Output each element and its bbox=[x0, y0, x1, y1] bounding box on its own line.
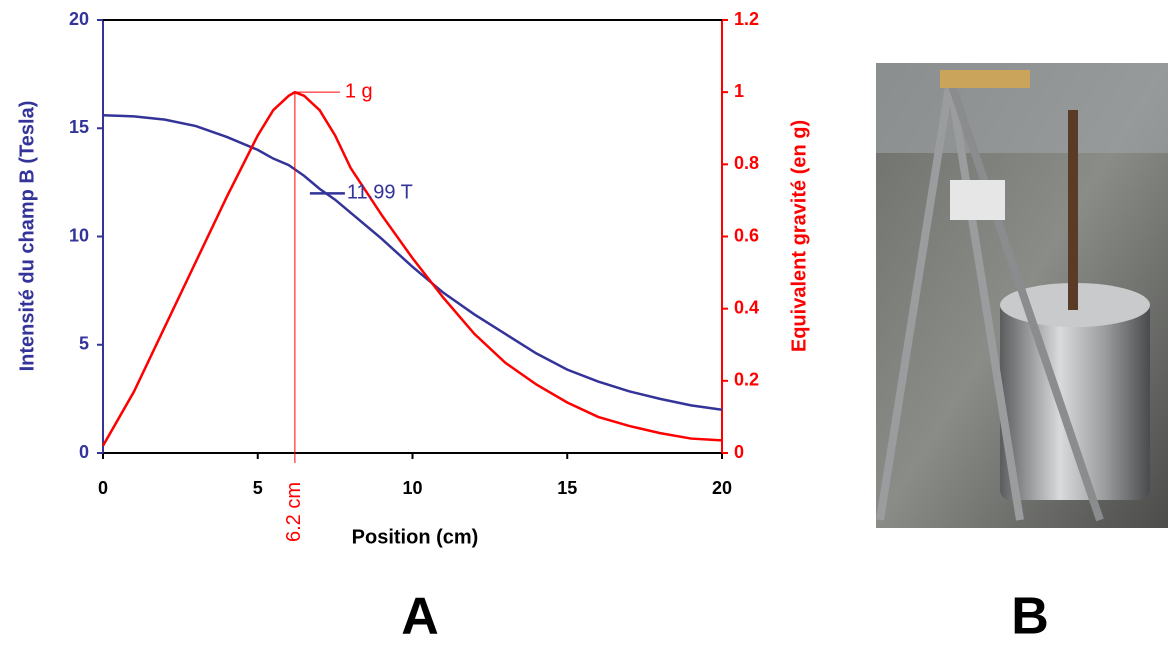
y2-tick-label: 1 bbox=[734, 81, 744, 101]
y2-tick-label: 0.8 bbox=[734, 153, 759, 173]
y-tick-label: 0 bbox=[79, 442, 89, 462]
y-tick-label: 15 bbox=[69, 117, 89, 137]
y2-tick-label: 0.4 bbox=[734, 297, 759, 317]
x-tick-label: 20 bbox=[712, 478, 732, 498]
y2-tick-label: 0 bbox=[734, 442, 744, 462]
panel-label: B bbox=[1011, 588, 1049, 646]
annotation: 1 g bbox=[345, 80, 373, 102]
y2-tick-label: 0.6 bbox=[734, 225, 759, 245]
photo bbox=[876, 63, 1168, 528]
y2-tick-label: 1.2 bbox=[734, 9, 759, 29]
annotation: 11.99 T bbox=[347, 182, 413, 204]
panel-label: A bbox=[401, 588, 439, 646]
x-tick-label: 0 bbox=[98, 478, 108, 498]
y2-tick-label: 0.2 bbox=[734, 370, 759, 390]
y-tick-label: 20 bbox=[69, 9, 89, 29]
y-tick-label: 10 bbox=[69, 225, 89, 245]
series-line bbox=[102, 114, 723, 411]
x-tick-label: 5 bbox=[253, 478, 263, 498]
x-tick-label: 10 bbox=[402, 478, 422, 498]
y2-axis-label: Equivalent gravité (en g) bbox=[788, 120, 810, 352]
x-axis-label: Position (cm) bbox=[352, 526, 479, 548]
y-axis-label: Intensité du champ B (Tesla) bbox=[16, 101, 38, 372]
annotation: 6.2 cm bbox=[283, 482, 305, 542]
series-line bbox=[101, 90, 723, 447]
x-tick-label: 15 bbox=[557, 478, 577, 498]
y-tick-label: 5 bbox=[79, 334, 89, 354]
